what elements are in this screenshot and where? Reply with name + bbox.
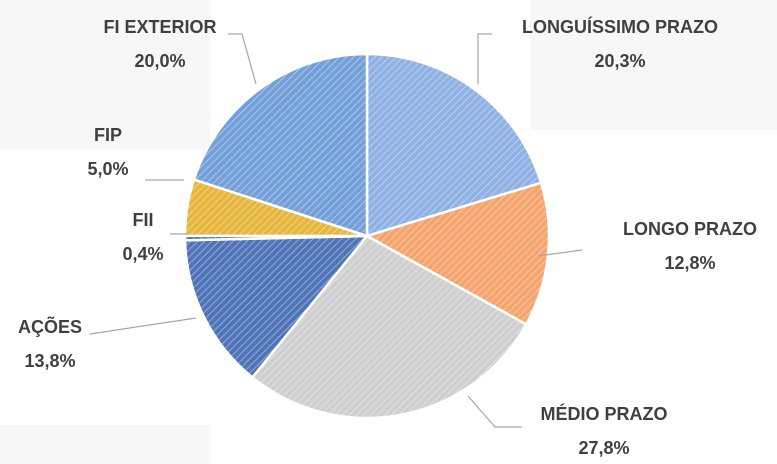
pie-slice — [192, 52, 369, 238]
slice-value-label: 27,8% — [578, 438, 629, 458]
slice-label: FI EXTERIOR — [103, 17, 216, 37]
slice-value-label: 5,0% — [87, 159, 128, 179]
slice-label: AÇÕES — [18, 316, 82, 337]
leader-line — [537, 249, 583, 257]
pie-slice — [365, 52, 543, 238]
slice-value-label: 12,8% — [664, 253, 715, 273]
slice-label: FII — [133, 210, 154, 230]
slice-value-label: 20,3% — [594, 51, 645, 71]
pie-slice — [183, 234, 370, 380]
slice-value-label: 20,0% — [134, 51, 185, 71]
slice-label: LONGO PRAZO — [623, 219, 757, 239]
slice-label: LONGUÍSSIMO PRAZO — [522, 16, 718, 37]
background-panel — [530, 0, 777, 130]
slice-label: FIP — [94, 125, 122, 145]
background-panel — [0, 0, 210, 150]
slice-value-label: 13,8% — [24, 351, 75, 371]
leader-line — [89, 317, 197, 335]
leader-line — [228, 33, 257, 85]
pie-slice — [250, 234, 528, 420]
leader-line — [467, 395, 522, 428]
background-panel — [0, 425, 210, 464]
slice-label: MÉDIO PRAZO — [540, 403, 667, 424]
slice-value-label: 0,4% — [122, 244, 163, 264]
leader-line — [477, 33, 492, 84]
